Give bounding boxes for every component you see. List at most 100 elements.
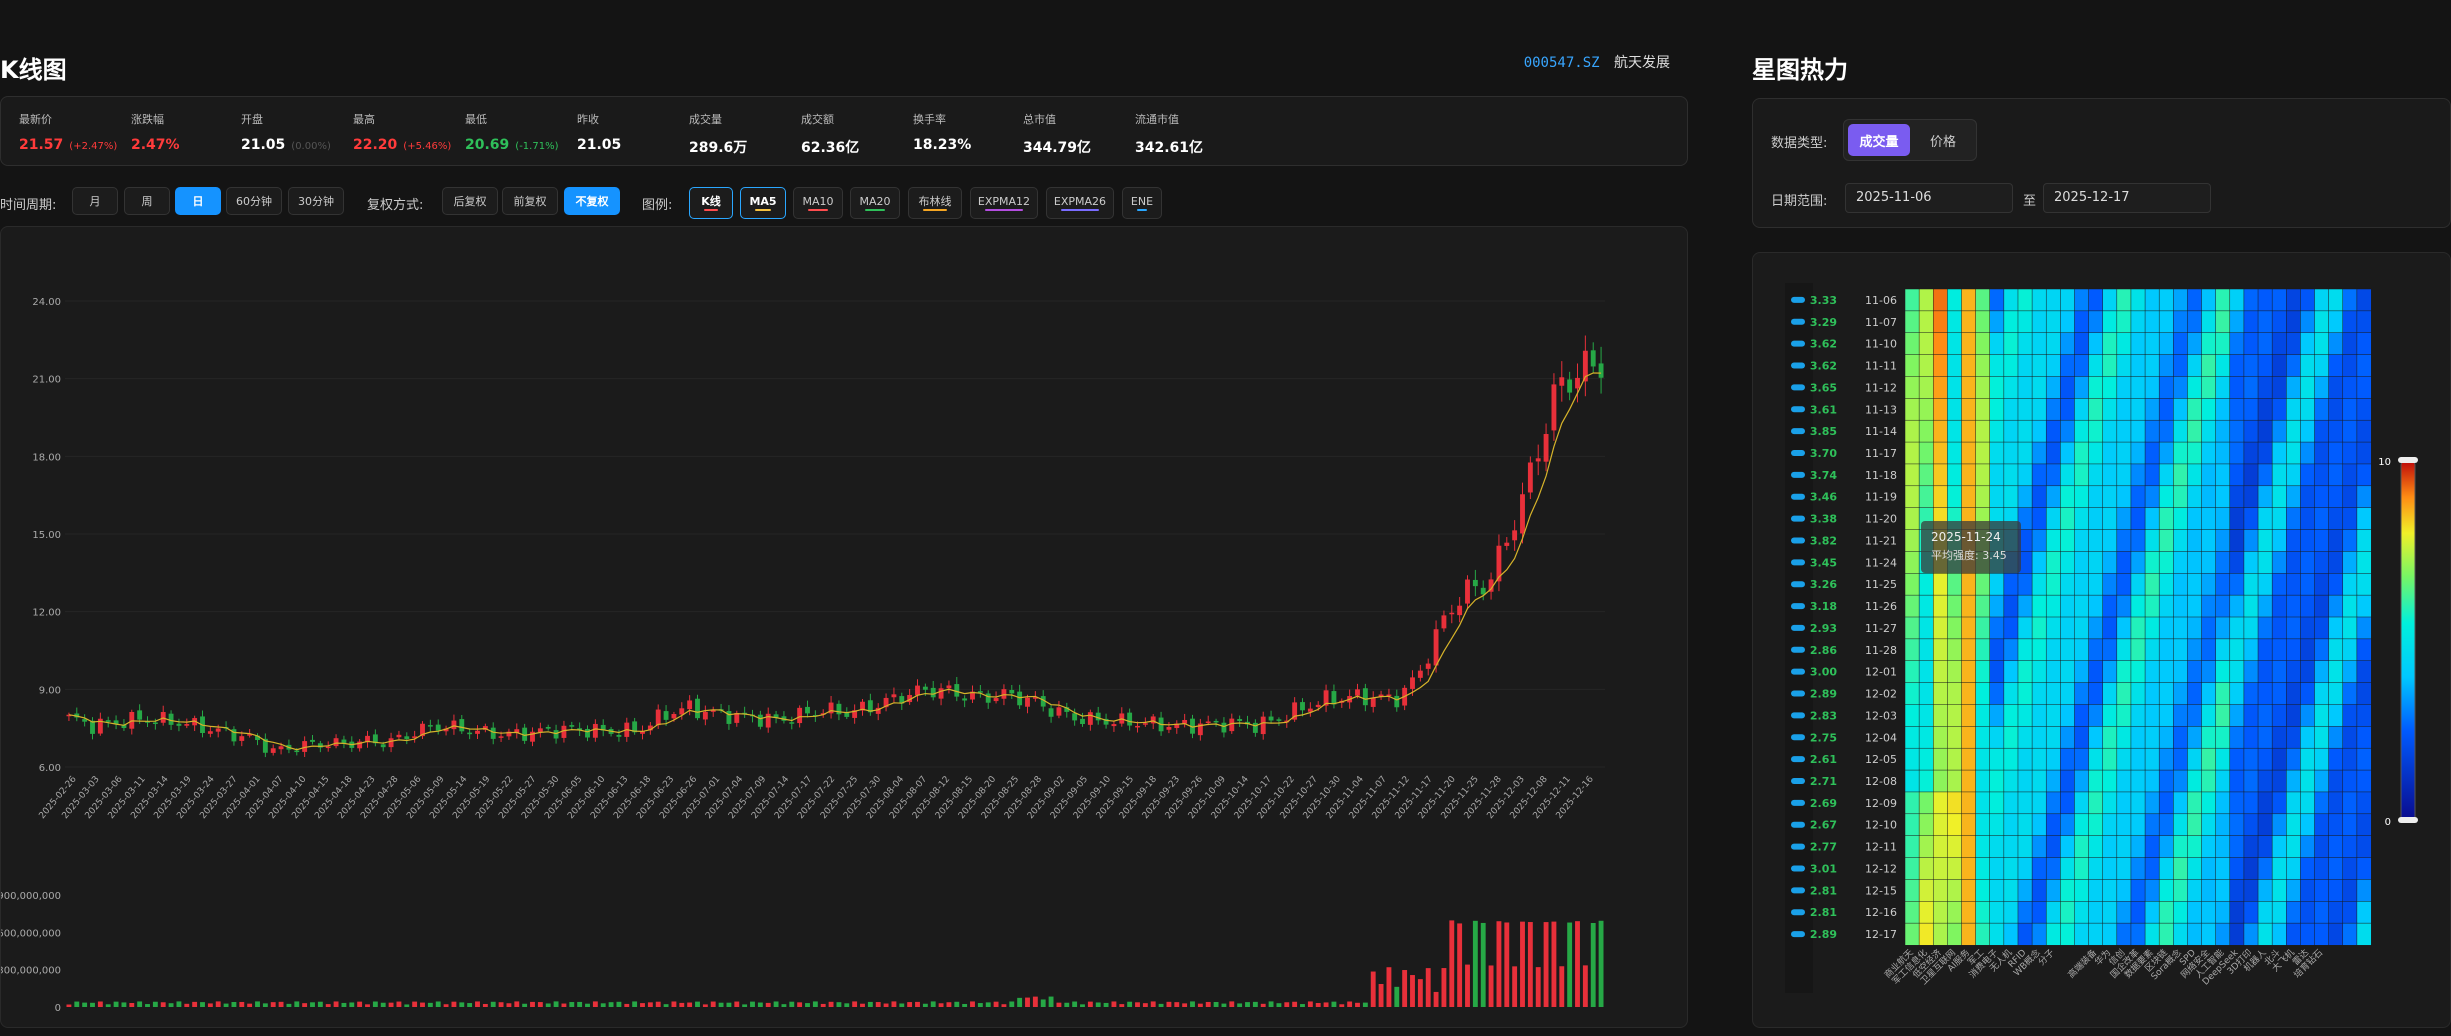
heatmap-cell [2229, 901, 2245, 924]
heatmap-cell [2031, 419, 2047, 443]
candle-body [137, 710, 143, 720]
heatmap-cell [2130, 857, 2146, 880]
adjust-button[interactable]: 前复权 [502, 187, 558, 215]
heatmap-cell [2328, 288, 2344, 312]
data-type-toggle[interactable]: 成交量 价格 [1843, 119, 1977, 161]
row-date-label: 12-11 [1865, 841, 1897, 854]
candle-body [592, 723, 598, 738]
heatmap-cell [2286, 398, 2301, 421]
heatmap-cell [2229, 332, 2245, 356]
heatmap-cell [2215, 594, 2231, 618]
heatmap-cell [1918, 704, 1934, 727]
heatmap-cell [1989, 901, 2005, 924]
heatmap-cell [1947, 573, 1963, 596]
heatmap-cell [2116, 354, 2132, 378]
candle-body [1512, 530, 1518, 541]
candle-body [1496, 545, 1502, 582]
heatmap-cell [2060, 398, 2076, 421]
heatmap-cell [1904, 638, 1920, 662]
heatmap-cell [2031, 747, 2047, 771]
heatmap-cell [2243, 485, 2259, 509]
legend-toggle[interactable]: MA10 [793, 187, 843, 219]
data-type-volume-button[interactable]: 成交量 [1848, 124, 1910, 156]
volume-bar [1009, 1001, 1015, 1007]
legend-toggle[interactable]: EXPMA12 [970, 187, 1038, 219]
heatmap-cell [2300, 332, 2316, 356]
heatmap-cell [2342, 529, 2358, 552]
period-button[interactable]: 30分钟 [288, 187, 344, 215]
heatmap-cell [2060, 922, 2076, 946]
heatmap-cell [2243, 529, 2259, 552]
candle-body [671, 713, 677, 719]
heatmap-cell [2257, 594, 2273, 618]
volume-bar [844, 1003, 850, 1007]
heatmap-cell [2257, 507, 2273, 531]
date-from-input[interactable]: 2025-11-06 [1845, 183, 2013, 213]
volume-bar [632, 1001, 638, 1007]
volume-bar [891, 1001, 897, 1007]
adjust-button[interactable]: 不复权 [564, 187, 620, 215]
heatmap-cell [1947, 704, 1963, 727]
legend-toggle[interactable]: ENE [1122, 187, 1162, 219]
candle-body [1025, 697, 1030, 707]
heatmap-chart-area[interactable]: 3.33 11-06 3.29 11-07 3.62 11-10 3.62 11-11 3.65… [1752, 252, 2451, 1028]
volume-bar [1001, 1004, 1007, 1007]
heatmap-cell [2116, 857, 2132, 880]
volume-bar [592, 1001, 598, 1007]
stat-label: 涨跌幅 [131, 113, 164, 126]
heatmap-cell [2229, 616, 2245, 640]
adjust-button[interactable]: 后复权 [442, 187, 498, 215]
volume-bar [1300, 1004, 1305, 1007]
heatmap-cell [2286, 616, 2301, 640]
heatmap-cell [1975, 638, 1991, 662]
ma5-line [68, 372, 1602, 751]
period-button[interactable]: 60分钟 [226, 187, 282, 215]
candle-body [207, 731, 213, 734]
kline-chart-area[interactable]: 6.00 9.00 12.00 15.00 18.00 21.00 24.00 0 300,00… [0, 226, 1688, 1028]
heatmap-cell [2060, 441, 2076, 465]
stat-value: 289.6万 [689, 140, 748, 156]
heatmap-panel: 星图热力 数据类型: 成交量 价格 日期范围: 2025-11-06 至 202… [1752, 0, 2451, 1036]
period-button[interactable]: 日 [175, 187, 221, 215]
heatmap-cell [2328, 398, 2344, 421]
legend-toggle[interactable]: MA20 [850, 187, 900, 219]
volume-bar [836, 1002, 842, 1007]
heatmap-cell [2045, 835, 2061, 859]
heatmap-chart[interactable]: 3.33 11-063.29 11-073.62 11-103.62 11-113.65… [1753, 253, 2451, 1029]
legend-toggle[interactable]: EXPMA26 [1046, 187, 1114, 219]
volume-bar [286, 1003, 292, 1007]
heatmap-cell [2286, 573, 2301, 596]
heatmap-cell [2215, 660, 2231, 684]
heatmap-cell [1918, 573, 1934, 596]
heatmap-cell [1904, 463, 1920, 487]
heatmap-cell [1932, 922, 1948, 946]
heatmap-cell [2300, 704, 2316, 727]
candle-body [1504, 542, 1510, 546]
legend-toggle[interactable]: 布林线 [908, 187, 962, 219]
legend-toggle[interactable]: K线 [689, 187, 733, 219]
heatmap-cell [2187, 288, 2203, 312]
period-button[interactable]: 周 [124, 187, 170, 215]
heatmap-cell [2017, 485, 2033, 509]
heatmap-cell [1904, 441, 1920, 465]
heatmap-cell [1989, 441, 2005, 465]
data-type-price-button[interactable]: 价格 [1929, 134, 1956, 150]
heatmap-cell [2031, 398, 2047, 421]
kline-chart[interactable]: 6.009.0012.0015.0018.0021.0024.000300,00… [1, 227, 1689, 1029]
date-to-input[interactable]: 2025-12-17 [2043, 183, 2211, 213]
heatmap-cell [2243, 594, 2259, 618]
volume-bar [1260, 1003, 1266, 1007]
heatmap-cell [2003, 354, 2019, 378]
candle-body [1315, 704, 1321, 707]
heatmap-cell [2045, 726, 2061, 749]
volume-bar [420, 1002, 425, 1007]
row-date-label: 11-20 [1865, 513, 1897, 526]
heatmap-cell [2314, 529, 2330, 552]
heatmap-cell [2257, 616, 2273, 640]
heatmap-cell [2328, 769, 2344, 793]
legend-toggle[interactable]: MA5 [740, 187, 786, 219]
period-button[interactable]: 月 [72, 187, 118, 215]
heatmap-cell [2144, 419, 2160, 443]
heatmap-cell [2229, 857, 2245, 880]
candle-body [805, 706, 810, 714]
